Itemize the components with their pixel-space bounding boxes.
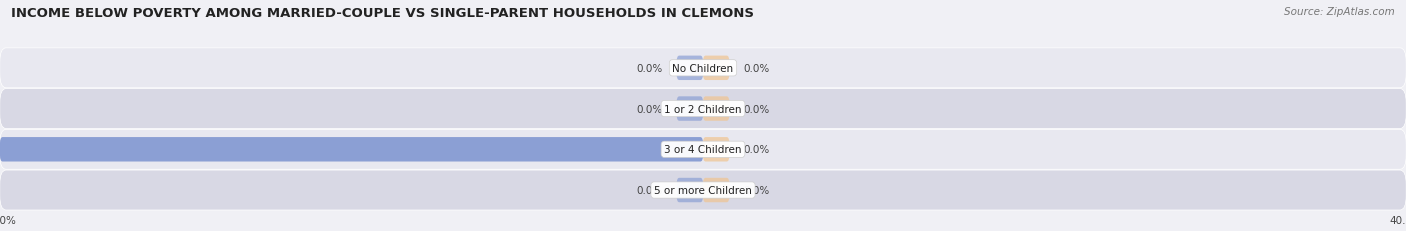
FancyBboxPatch shape xyxy=(703,56,730,81)
FancyBboxPatch shape xyxy=(0,49,1406,88)
Text: INCOME BELOW POVERTY AMONG MARRIED-COUPLE VS SINGLE-PARENT HOUSEHOLDS IN CLEMONS: INCOME BELOW POVERTY AMONG MARRIED-COUPL… xyxy=(11,7,754,20)
FancyBboxPatch shape xyxy=(703,97,730,121)
FancyBboxPatch shape xyxy=(703,137,730,162)
Text: Source: ZipAtlas.com: Source: ZipAtlas.com xyxy=(1284,7,1395,17)
Text: 0.0%: 0.0% xyxy=(637,64,662,73)
Text: 0.0%: 0.0% xyxy=(744,145,769,155)
Text: 5 or more Children: 5 or more Children xyxy=(654,185,752,195)
FancyBboxPatch shape xyxy=(0,89,1406,129)
FancyBboxPatch shape xyxy=(676,56,703,81)
Text: 3 or 4 Children: 3 or 4 Children xyxy=(664,145,742,155)
Text: 0.0%: 0.0% xyxy=(637,104,662,114)
FancyBboxPatch shape xyxy=(0,137,703,162)
FancyBboxPatch shape xyxy=(0,130,1406,170)
FancyBboxPatch shape xyxy=(703,178,730,202)
Text: 0.0%: 0.0% xyxy=(637,185,662,195)
FancyBboxPatch shape xyxy=(676,97,703,121)
Text: 0.0%: 0.0% xyxy=(744,185,769,195)
FancyBboxPatch shape xyxy=(0,170,1406,210)
Text: 0.0%: 0.0% xyxy=(744,64,769,73)
FancyBboxPatch shape xyxy=(676,178,703,202)
Text: 0.0%: 0.0% xyxy=(744,104,769,114)
Text: No Children: No Children xyxy=(672,64,734,73)
Text: 1 or 2 Children: 1 or 2 Children xyxy=(664,104,742,114)
